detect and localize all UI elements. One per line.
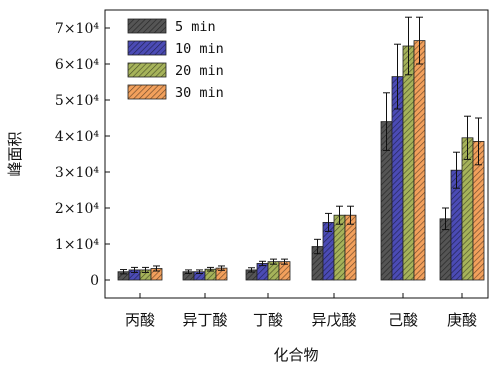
y-tick-label: 2×10⁴ xyxy=(55,201,99,217)
error-bar xyxy=(281,258,288,265)
x-tick-label: 庚酸 xyxy=(447,311,477,329)
error-bar xyxy=(131,266,138,273)
error-bar xyxy=(142,266,149,273)
error-bar xyxy=(248,267,255,273)
legend-swatch xyxy=(127,62,167,78)
y-tick-label: 0 xyxy=(90,273,99,289)
bar xyxy=(402,45,415,281)
y-tick-label: 5×10⁴ xyxy=(55,93,99,109)
error-bar xyxy=(453,151,460,189)
error-bar xyxy=(464,115,471,160)
x-tick-label: 异戊酸 xyxy=(311,311,356,329)
error-bar xyxy=(270,258,277,265)
error-bar xyxy=(185,269,192,275)
y-tick-label: 4×10⁴ xyxy=(55,129,99,145)
bar xyxy=(413,40,426,281)
legend-swatch xyxy=(127,40,167,56)
error-bar xyxy=(416,16,423,65)
legend-swatch xyxy=(127,18,167,34)
x-axis-title: 化合物 xyxy=(273,346,318,364)
error-bar xyxy=(325,212,332,232)
error-bar xyxy=(196,269,203,275)
x-tick-label: 丁酸 xyxy=(253,311,283,329)
legend-label: 20 min xyxy=(175,63,224,79)
y-tick-label: 3×10⁴ xyxy=(55,165,99,181)
legend-swatch xyxy=(127,84,167,100)
plot-frame xyxy=(104,9,489,299)
error-bar xyxy=(442,207,449,231)
error-bar xyxy=(405,16,412,76)
error-bar xyxy=(120,269,127,275)
x-tick-label: 丙酸 xyxy=(125,311,155,329)
error-bar xyxy=(347,205,354,225)
legend: 5 min 10 min 20 min 30 min xyxy=(127,18,224,101)
legend-label: 5 min xyxy=(175,19,216,35)
y-axis: 0 1×10⁴ 2×10⁴ 3×10⁴ 4×10⁴ 5×10⁴ 6×10⁴ 7×10⁴ xyxy=(55,21,110,289)
error-bar xyxy=(383,92,390,151)
legend-label: 30 min xyxy=(175,85,224,101)
bar xyxy=(344,214,357,281)
y-tick-label: 6×10⁴ xyxy=(55,57,99,73)
error-bar xyxy=(336,205,343,225)
error-bar xyxy=(475,117,482,166)
y-tick-label: 7×10⁴ xyxy=(55,21,99,37)
y-axis-title: 峰面积 xyxy=(6,131,24,176)
x-axis: 丙酸 异丁酸 丁酸 异戊酸 己酸 庚酸 xyxy=(125,293,477,329)
legend-label: 10 min xyxy=(175,41,224,57)
x-tick-label: 异丁酸 xyxy=(182,311,227,329)
bar xyxy=(333,214,346,281)
error-bars-layer xyxy=(120,16,482,275)
y-tick-label: 1×10⁴ xyxy=(55,237,99,253)
error-bar xyxy=(314,238,321,255)
error-bar xyxy=(218,265,225,271)
error-bar xyxy=(259,260,266,267)
error-bar xyxy=(207,266,214,272)
error-bar xyxy=(394,43,401,110)
bars-layer xyxy=(117,40,485,281)
x-tick-label: 己酸 xyxy=(388,311,418,329)
error-bar xyxy=(153,265,160,272)
